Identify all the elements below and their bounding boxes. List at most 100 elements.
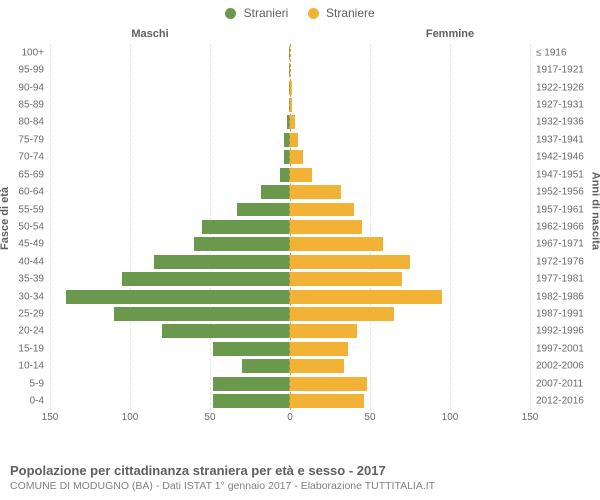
age-row: 45-491967-1971 — [50, 236, 530, 253]
bar-male — [213, 377, 290, 391]
bar-female — [290, 272, 402, 286]
bar-female — [290, 237, 383, 251]
bar-female — [290, 377, 367, 391]
legend-item-female: Straniere — [308, 6, 375, 20]
age-label: 45-49 — [18, 239, 50, 250]
age-label: 15-19 — [18, 343, 50, 354]
age-row: 85-891927-1931 — [50, 96, 530, 113]
bar-female — [290, 168, 312, 182]
age-row: 15-191997-2001 — [50, 340, 530, 357]
age-label: 10-14 — [18, 361, 50, 372]
bar-female — [290, 81, 292, 95]
age-label: 60-64 — [18, 187, 50, 198]
bar-female — [290, 307, 394, 321]
age-row: 35-391977-1981 — [50, 270, 530, 287]
birth-label: 1972-1976 — [530, 256, 584, 267]
x-tick: 0 — [287, 412, 293, 423]
bar-female — [290, 342, 348, 356]
chart-subtitle: COMUNE DI MODUGNO (BA) - Dati ISTAT 1° g… — [10, 480, 590, 492]
birth-label: 1942-1946 — [530, 152, 584, 163]
legend: Stranieri Straniere — [0, 6, 600, 20]
age-label: 5-9 — [30, 378, 50, 389]
age-row: 10-142002-2006 — [50, 358, 530, 375]
chart-title: Popolazione per cittadinanza straniera p… — [10, 463, 590, 478]
bar-female — [290, 359, 344, 373]
birth-label: 1977-1981 — [530, 274, 584, 285]
age-row: 25-291987-1991 — [50, 305, 530, 322]
age-row: 75-791937-1941 — [50, 131, 530, 148]
age-row: 90-941922-1926 — [50, 79, 530, 96]
footer: Popolazione per cittadinanza straniera p… — [10, 463, 590, 492]
bar-female — [290, 220, 362, 234]
bar-female — [290, 115, 295, 129]
legend-label-female: Straniere — [326, 6, 375, 20]
bar-male — [280, 168, 290, 182]
age-label: 100+ — [21, 47, 50, 58]
birth-label: 1922-1926 — [530, 82, 584, 93]
birth-label: ≤ 1916 — [530, 47, 567, 58]
bar-male — [66, 290, 290, 304]
bar-female — [290, 324, 357, 338]
bar-female — [290, 150, 303, 164]
age-label: 20-24 — [18, 326, 50, 337]
age-row: 100+≤ 1916 — [50, 44, 530, 61]
bar-male — [154, 255, 290, 269]
bar-male — [261, 185, 290, 199]
age-row: 5-92007-2011 — [50, 375, 530, 392]
age-label: 90-94 — [18, 82, 50, 93]
x-tick: 100 — [442, 412, 459, 423]
birth-label: 1982-1986 — [530, 291, 584, 302]
age-row: 50-541962-1966 — [50, 218, 530, 235]
age-row: 60-641952-1956 — [50, 183, 530, 200]
birth-label: 1932-1936 — [530, 117, 584, 128]
bar-female — [290, 185, 341, 199]
age-row: 20-241992-1996 — [50, 323, 530, 340]
birth-label: 1917-1921 — [530, 65, 584, 76]
bar-female — [290, 255, 410, 269]
legend-swatch-female — [308, 8, 319, 19]
birth-label: 1987-1991 — [530, 309, 584, 320]
age-label: 85-89 — [18, 99, 50, 110]
age-row: 95-991917-1921 — [50, 61, 530, 78]
bar-female — [290, 394, 364, 408]
x-tick: 150 — [42, 412, 59, 423]
birth-label: 1927-1931 — [530, 99, 584, 110]
x-tick: 50 — [364, 412, 375, 423]
age-row: 80-841932-1936 — [50, 114, 530, 131]
pyramid-chart: 100+≤ 191695-991917-192190-941922-192685… — [50, 44, 530, 428]
legend-item-male: Stranieri — [225, 6, 288, 20]
bar-male — [242, 359, 290, 373]
bar-female — [290, 98, 292, 112]
birth-label: 2012-2016 — [530, 396, 584, 407]
age-label: 75-79 — [18, 134, 50, 145]
x-tick: 100 — [122, 412, 139, 423]
x-tick: 150 — [522, 412, 539, 423]
bar-male — [162, 324, 290, 338]
x-tick: 50 — [204, 412, 215, 423]
birth-label: 1957-1961 — [530, 204, 584, 215]
bar-male — [202, 220, 290, 234]
header-male: Maschi — [0, 28, 300, 40]
age-row: 30-341982-1986 — [50, 288, 530, 305]
bar-male — [114, 307, 290, 321]
bar-male — [213, 394, 290, 408]
bar-male — [237, 203, 290, 217]
bar-male — [194, 237, 290, 251]
age-label: 25-29 — [18, 309, 50, 320]
age-label: 30-34 — [18, 291, 50, 302]
age-label: 70-74 — [18, 152, 50, 163]
birth-label: 2007-2011 — [530, 378, 583, 389]
x-axis: 15010050050100150 — [50, 412, 530, 428]
y-axis-title-left: Fasce di età — [0, 187, 11, 250]
birth-label: 2002-2006 — [530, 361, 584, 372]
age-label: 50-54 — [18, 221, 50, 232]
age-label: 95-99 — [18, 65, 50, 76]
age-row: 55-591957-1961 — [50, 201, 530, 218]
birth-label: 1997-2001 — [530, 343, 584, 354]
age-row: 70-741942-1946 — [50, 149, 530, 166]
age-label: 65-69 — [18, 169, 50, 180]
age-label: 35-39 — [18, 274, 50, 285]
y-axis-title-right: Anni di nascita — [589, 172, 600, 250]
bar-female — [290, 133, 298, 147]
age-label: 80-84 — [18, 117, 50, 128]
